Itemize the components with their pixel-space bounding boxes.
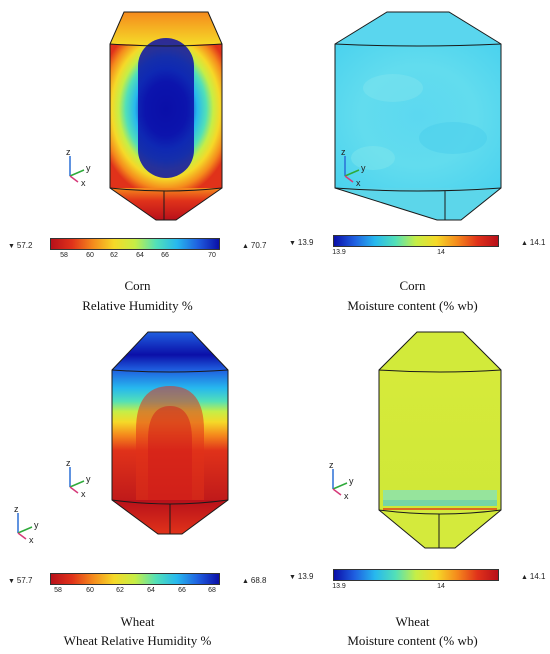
silo-top-cone (112, 332, 228, 370)
axis-x-label: x (29, 535, 34, 543)
colorbar-wheat-rh: ▼ 57.7 58 60 62 64 66 68 ▲ 68.8 (0, 573, 275, 603)
colorbar-max: ▲ 70.7 (242, 241, 267, 250)
silo-seams (334, 43, 502, 220)
silo-top-cone (110, 12, 222, 44)
tick-label: 64 (147, 587, 155, 594)
silo-bottom-cone (335, 188, 501, 220)
tick-label: 62 (116, 587, 124, 594)
silo-outline (111, 331, 229, 535)
caption-quantity: Wheat Relative Humidity % (63, 633, 212, 648)
caption-quantity: Moisture content (% wb) (347, 633, 478, 648)
silo-core (138, 38, 194, 178)
colorbar-corn-rh: ▼ 57.2 58 60 62 64 66 70 ▲ 70.7 (0, 238, 275, 268)
silo-outline (378, 331, 502, 549)
silo-top-cone (335, 12, 501, 44)
colorbar-ticks: 58 60 62 64 66 70 (50, 252, 220, 262)
silo-corn-mc-plot (334, 11, 502, 221)
colorbar-min: ▼ 57.2 (8, 241, 33, 250)
colorbar-ticks: 58 60 62 64 66 68 (50, 587, 220, 597)
panel-wheat-moisture-content: z y x ▼ 13.9 13.9 14 ▲ 14.1 Wheat Moistu… (275, 327, 550, 654)
colorbar-wheat-mc: ▼ 13.9 13.9 14 ▲ 14.1 (275, 569, 550, 599)
axis-y-label: y (86, 474, 91, 484)
silo-wheat-mc-plot (378, 331, 502, 549)
axis-triad-large: z y x (66, 458, 91, 497)
caption-quantity: Relative Humidity % (82, 298, 193, 313)
axis-z-label: z (66, 147, 71, 157)
axis-z-label: z (66, 458, 71, 468)
panel-wheat-relative-humidity: z y x z y x ▼ 57.7 58 60 62 64 66 68 ▲ 6… (0, 327, 275, 654)
silo-seams (109, 43, 223, 220)
panel-corn-moisture-content: z y x ▼ 13.9 13.9 14 ▲ 14.1 Corn Moistur… (275, 0, 550, 327)
axis-z-label: z (341, 147, 346, 157)
axis-triad: z y x (341, 147, 366, 186)
silo-outline (109, 11, 223, 221)
silo-body (379, 370, 501, 510)
silo-bottom-cone (379, 510, 501, 548)
tick-label: 13.9 (332, 583, 346, 590)
tick-label: 13.9 (332, 249, 346, 256)
axis-z-label: z (14, 504, 19, 514)
axis-y-label: y (361, 163, 366, 173)
caption-crop: Corn (399, 278, 426, 293)
colorbar-corn-mc: ▼ 13.9 13.9 14 ▲ 14.1 (275, 235, 550, 265)
axis-x-label: x (81, 489, 86, 497)
colorbar-min: ▼ 57.7 (8, 576, 33, 585)
colorbar-gradient (333, 235, 499, 247)
axis-x-label: x (81, 178, 86, 186)
axis-z-label: z (329, 460, 334, 470)
axis-x-label: x (344, 491, 349, 499)
silo-wheat-rh-plot (111, 331, 229, 535)
tick-label: 60 (86, 252, 94, 259)
colorbar-gradient (50, 238, 220, 250)
tick-label: 14 (437, 249, 445, 256)
caption-crop: Wheat (395, 614, 430, 629)
panel-corn-relative-humidity: z y x ▼ 57.2 58 60 62 64 66 70 ▲ 70.7 Co… (0, 0, 275, 327)
tick-label: 68 (208, 587, 216, 594)
axis-y-label: y (86, 163, 91, 173)
silo-corn-rh-plot (109, 11, 223, 221)
tick-label: 60 (86, 587, 94, 594)
caption-quantity: Moisture content (% wb) (347, 298, 478, 313)
axis-x-label: x (356, 178, 361, 186)
axis-triad: z y x (329, 460, 354, 499)
silo-seams (378, 369, 502, 548)
tick-label: 14 (437, 583, 445, 590)
tick-label: 64 (136, 252, 144, 259)
tick-label: 66 (161, 252, 169, 259)
caption-crop: Corn (124, 278, 151, 293)
silo-top-cone (379, 332, 501, 370)
colorbar-max: ▲ 14.1 (521, 238, 546, 247)
caption-crop: Wheat (120, 614, 155, 629)
silo-bottom-cone (110, 188, 222, 220)
tick-label: 70 (208, 252, 216, 259)
colorbar-max: ▲ 68.8 (242, 576, 267, 585)
silo-body (335, 44, 501, 188)
axis-triad-small: z y x (14, 504, 39, 543)
colorbar-gradient (333, 569, 499, 581)
colorbar-max: ▲ 14.1 (521, 572, 546, 581)
colorbar-ticks: 13.9 14 (332, 583, 499, 593)
tick-label: 58 (60, 252, 68, 259)
colorbar-min: ▼ 13.9 (289, 238, 314, 247)
axis-triad: z y x (66, 147, 91, 186)
colorbar-ticks: 13.9 14 (332, 249, 499, 259)
silo-seams (111, 369, 229, 534)
axis-y-label: y (34, 520, 39, 530)
silo-outline (334, 11, 502, 221)
tick-label: 58 (54, 587, 62, 594)
tick-label: 62 (110, 252, 118, 259)
colorbar-gradient (50, 573, 220, 585)
tick-label: 66 (178, 587, 186, 594)
colorbar-min: ▼ 13.9 (289, 572, 314, 581)
axis-y-label: y (349, 476, 354, 486)
